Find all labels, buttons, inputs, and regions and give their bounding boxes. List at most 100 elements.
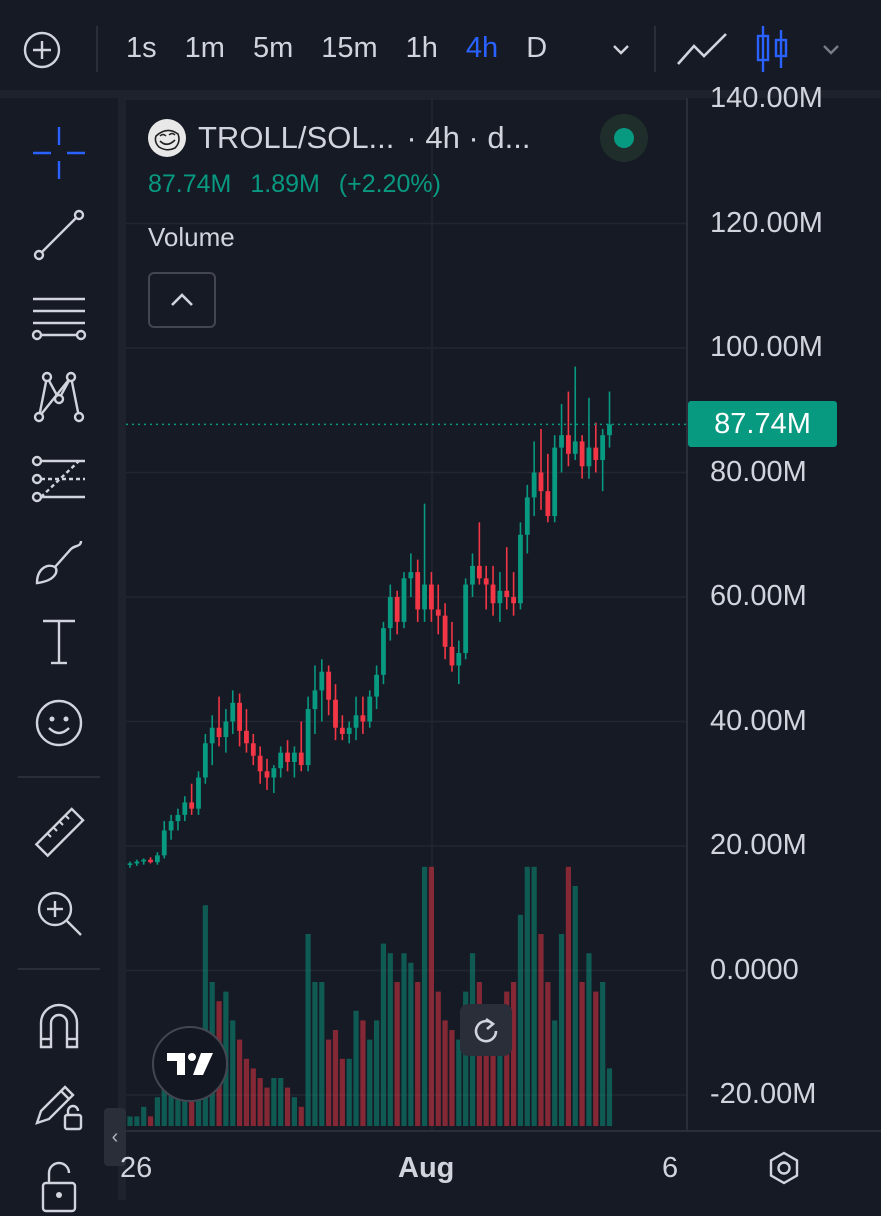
volume-bar bbox=[257, 1078, 263, 1126]
sidebar-border bbox=[118, 98, 126, 1200]
volume-bar bbox=[463, 991, 469, 1126]
time-label: 26 bbox=[120, 1152, 153, 1184]
volume-bar bbox=[141, 1106, 147, 1126]
candlestick-icon[interactable] bbox=[754, 24, 790, 74]
fib-icon[interactable] bbox=[28, 448, 90, 510]
volume-bar bbox=[367, 1039, 373, 1126]
candle-body bbox=[476, 565, 482, 579]
candle-body bbox=[572, 441, 578, 454]
time-label: 6 bbox=[662, 1152, 679, 1184]
price-label: -20.00M bbox=[710, 1078, 817, 1110]
volume-bar bbox=[175, 1078, 181, 1126]
candle-body bbox=[134, 861, 140, 864]
volume-bar bbox=[600, 982, 606, 1126]
volume-bar bbox=[127, 1116, 133, 1126]
interval-4h[interactable]: 4h bbox=[465, 32, 499, 64]
volume-bar bbox=[531, 866, 537, 1126]
settings-icon[interactable] bbox=[766, 1150, 802, 1186]
volume-bar bbox=[230, 1020, 236, 1126]
collapse-sidebar-button[interactable]: ‹ bbox=[104, 1108, 126, 1166]
price-label: 140.00M bbox=[710, 82, 823, 114]
reset-chart-button[interactable] bbox=[460, 1004, 512, 1056]
tradingview-logo-icon bbox=[167, 1053, 213, 1075]
volume-bar bbox=[380, 943, 387, 1126]
volume-bar bbox=[332, 1030, 339, 1126]
price-label: 40.00M bbox=[710, 704, 807, 737]
candle-body bbox=[326, 671, 332, 700]
text-icon[interactable] bbox=[28, 610, 90, 672]
toolbar-divider bbox=[96, 26, 98, 72]
chevron-up-icon bbox=[171, 293, 193, 306]
chevron-down-icon[interactable] bbox=[608, 36, 634, 62]
volume-bar bbox=[538, 934, 544, 1126]
volume-bar bbox=[271, 1078, 277, 1126]
unlock-icon[interactable] bbox=[28, 1154, 90, 1216]
volume-bar bbox=[278, 1078, 284, 1126]
volume-bar bbox=[353, 1010, 359, 1126]
price-scale[interactable]: 140.00M 120.00M 100.00M 80.00M 60.00M 40.00M 2… bbox=[686, 82, 881, 1130]
interval-15m[interactable]: 15m bbox=[321, 32, 378, 64]
candle-body bbox=[360, 715, 366, 722]
candle-body bbox=[518, 534, 523, 604]
interval-d[interactable]: D bbox=[526, 32, 548, 64]
toolbar-border bbox=[0, 90, 881, 98]
time-scale[interactable]: 26 Aug 6 bbox=[120, 1130, 881, 1200]
pattern-icon[interactable] bbox=[28, 366, 90, 428]
volume-bar bbox=[237, 1039, 243, 1126]
candle-body bbox=[374, 674, 379, 697]
candle-body bbox=[579, 441, 585, 467]
trend-line-icon[interactable] bbox=[28, 204, 90, 266]
candle-body bbox=[333, 699, 338, 728]
chevron-down-icon[interactable] bbox=[818, 36, 844, 62]
volume-bar bbox=[291, 1097, 297, 1126]
candle-body bbox=[531, 472, 537, 498]
candle-body bbox=[155, 855, 160, 863]
ruler-icon[interactable] bbox=[28, 802, 90, 864]
plus-circle-icon[interactable] bbox=[22, 30, 62, 70]
horizontal-lines-icon[interactable] bbox=[28, 286, 90, 348]
candle-body bbox=[422, 584, 427, 610]
interval-5m[interactable]: 5m bbox=[252, 32, 294, 64]
interval-1m[interactable]: 1m bbox=[184, 32, 225, 64]
volume-bar bbox=[264, 1087, 270, 1126]
market-status-icon[interactable] bbox=[600, 114, 648, 162]
brush-icon[interactable] bbox=[28, 530, 90, 592]
candle-body bbox=[346, 727, 352, 734]
candle-body bbox=[566, 435, 571, 454]
candle-body bbox=[463, 584, 469, 654]
interval-1s[interactable]: 1s bbox=[126, 32, 157, 64]
interval-1h[interactable]: 1h bbox=[405, 32, 438, 64]
candle-body bbox=[586, 447, 592, 467]
volume-bar bbox=[401, 953, 407, 1126]
candle-body bbox=[497, 590, 503, 604]
emoji-icon[interactable] bbox=[28, 692, 90, 754]
candle-body bbox=[161, 830, 167, 856]
candle-body bbox=[470, 565, 475, 585]
magnet-icon[interactable] bbox=[28, 994, 90, 1056]
candle-body bbox=[305, 709, 311, 766]
collapse-legend-button[interactable] bbox=[148, 272, 216, 328]
volume-bar bbox=[545, 982, 551, 1126]
line-chart-icon[interactable] bbox=[676, 30, 728, 70]
volume-bar bbox=[511, 982, 517, 1126]
lock-drawing-icon[interactable] bbox=[28, 1074, 90, 1136]
price-change: 1.89M bbox=[250, 170, 320, 198]
symbol-name: TROLL/SOL... bbox=[198, 120, 395, 155]
tradingview-logo[interactable] bbox=[152, 1026, 228, 1102]
candle-body bbox=[292, 752, 297, 762]
volume-indicator-label[interactable]: Volume bbox=[148, 222, 235, 252]
crosshair-icon[interactable] bbox=[28, 122, 90, 184]
symbol-row[interactable]: TROLL/SOL... · 4h · d... bbox=[148, 114, 668, 162]
candle-body bbox=[435, 609, 441, 616]
price-label: 120.00M bbox=[710, 206, 823, 239]
volume-bar bbox=[504, 991, 510, 1126]
candle-body bbox=[408, 572, 414, 579]
volume-bar bbox=[428, 866, 434, 1126]
time-label: Aug bbox=[398, 1152, 455, 1184]
last-price: 87.74M bbox=[148, 170, 232, 198]
chart-legend: TROLL/SOL... · 4h · d... 87.74M 1.89M (+… bbox=[148, 114, 668, 199]
zoom-in-icon[interactable] bbox=[28, 882, 90, 944]
volume-bar bbox=[319, 982, 325, 1126]
last-price-badge: 87.74M bbox=[688, 401, 837, 448]
candle-body bbox=[401, 578, 407, 622]
